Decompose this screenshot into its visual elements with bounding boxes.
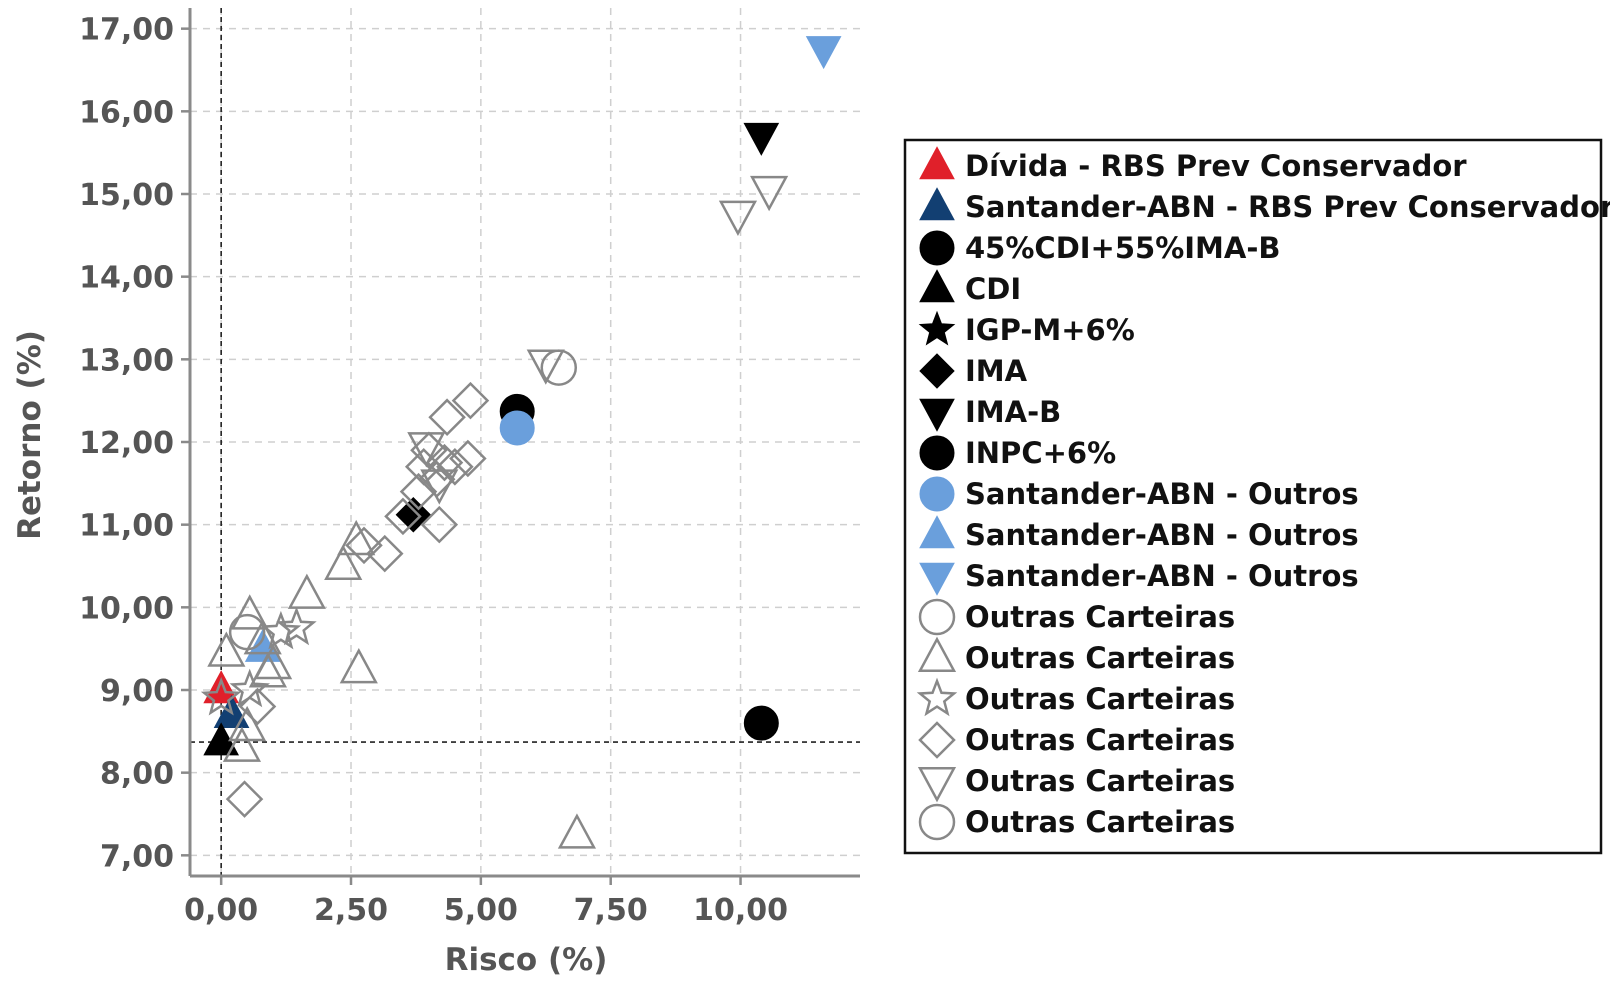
legend-entry-label: Outras Carteiras bbox=[965, 805, 1235, 839]
data-point bbox=[420, 505, 459, 544]
legend-entry-label: IGP-M+6% bbox=[965, 313, 1135, 347]
legend-marker bbox=[918, 598, 956, 636]
data-point bbox=[225, 780, 264, 818]
data-point bbox=[260, 610, 302, 650]
data-point bbox=[499, 410, 535, 446]
data-point bbox=[276, 606, 317, 646]
data-point bbox=[345, 526, 383, 565]
data-point bbox=[228, 705, 267, 742]
y-tick-label: 10,00 bbox=[79, 591, 174, 626]
legend-entry-label: IMA-B bbox=[965, 395, 1061, 429]
legend-entry-label: Santander-ABN - Outros bbox=[965, 477, 1359, 511]
data-point bbox=[207, 631, 246, 667]
data-point bbox=[407, 432, 446, 468]
x-tick-label: 5,00 bbox=[444, 893, 518, 928]
legend-marker bbox=[919, 353, 955, 389]
legend-box bbox=[903, 138, 1603, 855]
y-tick-label: 12,00 bbox=[79, 426, 174, 461]
legend-entry-label: INPC+6% bbox=[965, 436, 1116, 470]
data-point bbox=[805, 36, 842, 70]
data-point bbox=[436, 448, 474, 486]
data-point bbox=[248, 652, 288, 688]
legend-marker bbox=[918, 721, 956, 759]
data-point bbox=[526, 349, 565, 385]
legend-marker bbox=[919, 230, 955, 266]
data-point bbox=[365, 534, 404, 573]
data-point bbox=[718, 200, 758, 236]
y-tick-label: 14,00 bbox=[79, 261, 174, 296]
legend-entry-label: Santander-ABN - RBS Prev Conservador bbox=[965, 190, 1610, 224]
x-tick-label: 10,00 bbox=[693, 893, 788, 928]
legend-marker bbox=[919, 435, 955, 471]
data-point bbox=[200, 676, 242, 716]
legend-entry-label: Outras Carteiras bbox=[965, 600, 1235, 634]
legend-entry-label: Santander-ABN - Outros bbox=[965, 518, 1359, 552]
axes: 0,00 2,50 5,00 7,50 10,00 7,00 8,00 9,00 10,00 11… bbox=[79, 8, 860, 928]
data-points bbox=[200, 36, 842, 849]
y-tick-label: 8,00 bbox=[100, 757, 174, 792]
legend-entry-label: Outras Carteiras bbox=[965, 682, 1235, 716]
legend-marker bbox=[919, 562, 955, 596]
x-tick-label: 2,50 bbox=[314, 893, 388, 928]
legend-marker bbox=[919, 515, 955, 549]
data-point bbox=[287, 573, 326, 609]
data-point bbox=[425, 443, 464, 482]
data-point bbox=[238, 687, 277, 726]
data-point bbox=[743, 705, 779, 741]
data-point bbox=[420, 469, 459, 505]
legend-entry-label: Outras Carteiras bbox=[965, 764, 1235, 798]
data-point bbox=[449, 439, 487, 478]
y-tick-label: 17,00 bbox=[79, 13, 174, 48]
data-point bbox=[324, 544, 363, 580]
legend-entry-label: Outras Carteiras bbox=[965, 723, 1235, 757]
data-point bbox=[410, 431, 448, 470]
legend-marker bbox=[919, 187, 955, 221]
legend-marker bbox=[917, 767, 957, 803]
data-point bbox=[384, 497, 422, 536]
data-point bbox=[228, 613, 266, 651]
y-tick-label: 9,00 bbox=[100, 674, 174, 709]
y-tick-label: 7,00 bbox=[100, 839, 174, 874]
legend-marker bbox=[919, 146, 955, 180]
data-point bbox=[339, 648, 378, 684]
legend-entry-label: CDI bbox=[965, 272, 1021, 306]
data-point bbox=[743, 122, 780, 156]
legend-entry-label: 45%CDI+55%IMA-B bbox=[965, 231, 1281, 265]
data-point bbox=[451, 381, 490, 420]
legend-entry-label: Dívida - RBS Prev Conservador bbox=[965, 149, 1467, 183]
data-point bbox=[243, 619, 282, 655]
data-point bbox=[222, 726, 262, 762]
y-tick-label: 15,00 bbox=[79, 178, 174, 213]
y-tick-label: 11,00 bbox=[79, 509, 174, 544]
legend-marker bbox=[918, 310, 956, 346]
x-tick-label: 7,50 bbox=[574, 893, 648, 928]
y-axis-title: Retorno (%) bbox=[12, 330, 48, 540]
legend-marker bbox=[919, 476, 955, 512]
legend-marker bbox=[919, 398, 955, 432]
data-point bbox=[230, 594, 269, 630]
legend-marker bbox=[917, 636, 957, 672]
legend: Dívida - RBS Prev Conservador Santander-A… bbox=[903, 138, 1610, 855]
legend-marker bbox=[919, 269, 955, 303]
data-point bbox=[428, 398, 466, 436]
legend-marker bbox=[918, 803, 956, 841]
legend-entry-label: IMA bbox=[965, 354, 1028, 388]
legend-marker bbox=[916, 677, 958, 717]
legend-entry-label: Santander-ABN - Outros bbox=[965, 559, 1359, 593]
x-tick-label: 0,00 bbox=[184, 893, 258, 928]
data-point bbox=[557, 813, 597, 849]
data-point bbox=[203, 670, 240, 704]
y-tick-label: 13,00 bbox=[79, 343, 174, 378]
x-axis-title: Risco (%) bbox=[445, 942, 608, 977]
y-tick-label: 16,00 bbox=[79, 95, 174, 130]
data-point bbox=[750, 175, 789, 212]
legend-entry-label: Outras Carteiras bbox=[965, 641, 1235, 675]
